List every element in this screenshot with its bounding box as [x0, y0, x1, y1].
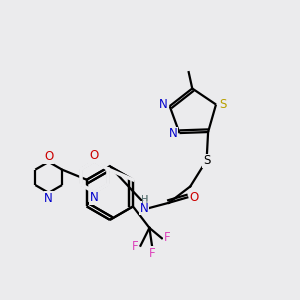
Text: N: N — [140, 202, 148, 214]
Text: H: H — [140, 195, 148, 205]
Text: F: F — [164, 231, 170, 244]
Text: N: N — [169, 127, 177, 140]
Text: F: F — [164, 231, 170, 244]
Text: N: N — [159, 98, 168, 111]
Text: O: O — [189, 191, 199, 204]
Text: S: S — [203, 154, 210, 167]
Text: S: S — [219, 98, 226, 111]
Text: F: F — [132, 240, 138, 253]
Text: S: S — [203, 154, 210, 167]
Text: N: N — [44, 192, 53, 205]
Text: F: F — [149, 247, 156, 260]
Text: F: F — [132, 240, 138, 253]
Text: F: F — [149, 247, 156, 260]
Text: O: O — [44, 150, 53, 163]
Text: N: N — [169, 127, 177, 140]
Text: N: N — [90, 191, 99, 204]
Text: N: N — [44, 192, 53, 205]
Text: O: O — [44, 150, 53, 163]
Text: N: N — [159, 98, 167, 111]
Text: O: O — [90, 149, 99, 162]
Text: H: H — [140, 195, 148, 205]
Text: S: S — [218, 98, 225, 110]
Text: O: O — [189, 191, 199, 204]
Text: N: N — [140, 202, 148, 214]
